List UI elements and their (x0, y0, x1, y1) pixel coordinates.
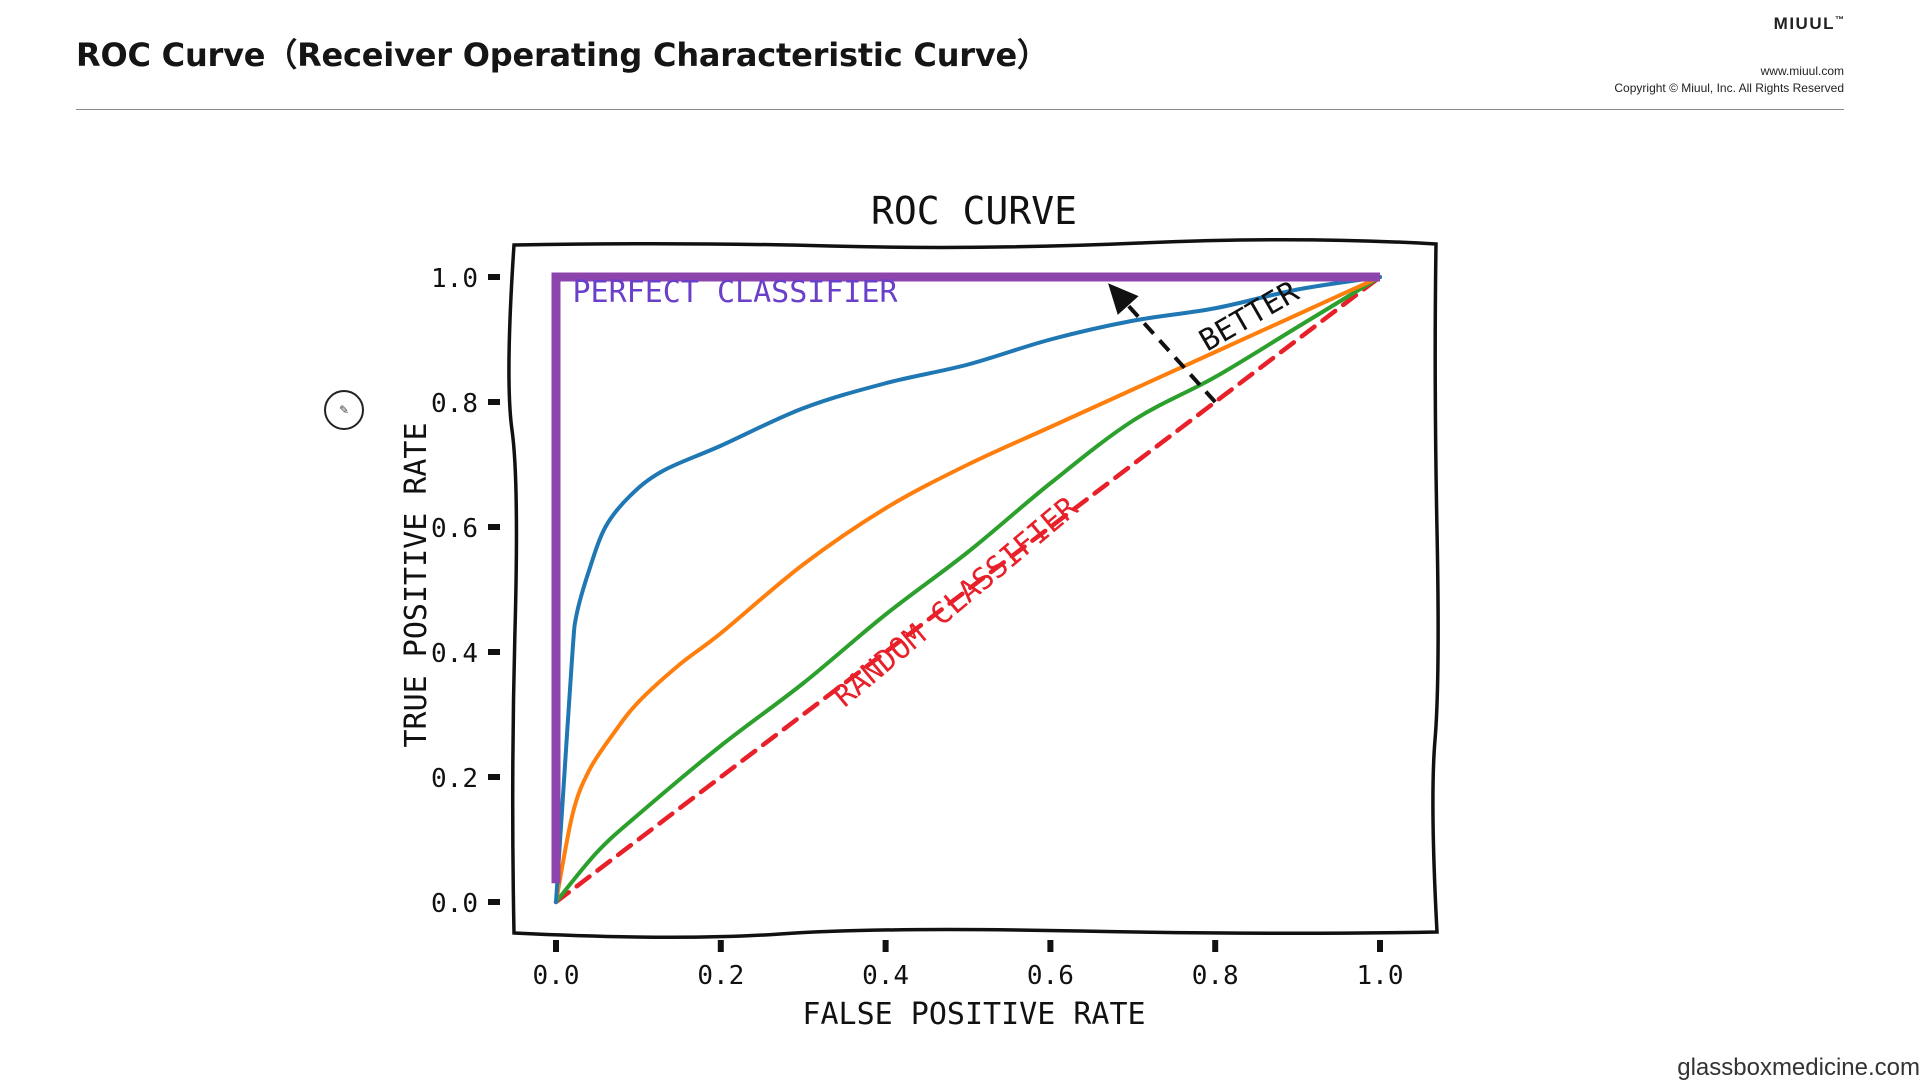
x-axis-ticks: 0.0 0.2 0.4 0.6 0.8 1.0 (533, 940, 1404, 991)
x-tick-label: 0.0 (533, 961, 580, 991)
x-axis-label: FALSE POSITIVE RATE (802, 997, 1145, 1032)
x-tick-label: 0.2 (697, 961, 744, 991)
header-divider (76, 109, 1844, 110)
y-tick-label: 1.0 (431, 264, 478, 294)
roc-chart: ROC CURVE 0.00.20.40.60.81.0 0.0 0.2 0.4 0.… (399, 189, 1440, 1032)
annotation-perfect-classifier: PERFECT CLASSIFIER (572, 275, 898, 310)
x-tick-label: 0.8 (1192, 961, 1239, 991)
perfect-roc-line (551, 272, 1380, 884)
trademark-mark: ™ (1835, 14, 1844, 25)
website-link: www.miuul.com (1760, 64, 1844, 78)
brand-logo: MIUUL™ (1774, 14, 1844, 34)
x-tick-label: 0.4 (862, 961, 909, 991)
y-tick-label: 0.2 (431, 764, 478, 794)
green-roc-line (554, 275, 1382, 904)
x-tick-label: 0.6 (1027, 961, 1074, 991)
x-tick-label: 1.0 (1357, 961, 1404, 991)
plot-frame (507, 237, 1440, 940)
brand-name: MIUUL (1773, 14, 1835, 33)
copyright-notice: Copyright © Miuul, Inc. All Rights Reser… (1614, 81, 1844, 95)
orange-roc-line (554, 275, 1382, 904)
slide-title: ROC Curve（Receiver Operating Characteris… (76, 36, 1049, 74)
y-axis-ticks: 0.0 0.2 0.4 0.6 0.8 1.0 (431, 264, 500, 919)
roc-series (551, 272, 1383, 905)
chart-title: ROC CURVE (871, 189, 1077, 233)
pen-circle-icon: ✎ (324, 390, 364, 430)
better-arrow (1108, 283, 1217, 404)
better-arrow-head (1108, 283, 1139, 315)
y-tick-label: 0.6 (431, 514, 478, 544)
y-axis-label: TRUE POSITIVE RATE (399, 422, 434, 747)
random-roc-line (553, 274, 1383, 905)
image-credit: glassboxmedicine.com (1677, 1054, 1920, 1081)
blue-roc-line (554, 275, 1382, 904)
y-tick-label: 0.4 (431, 639, 478, 669)
y-tick-label: 0.0 (431, 889, 478, 919)
annotation-random-classifier: RANDOM CLASSIFIER (827, 490, 1085, 715)
y-tick-label: 0.8 (431, 389, 478, 419)
pen-glyph: ✎ (338, 403, 350, 417)
